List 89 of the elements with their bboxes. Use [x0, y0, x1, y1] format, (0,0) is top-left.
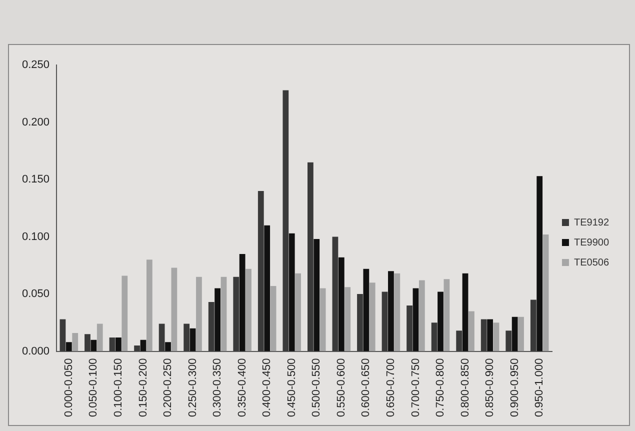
bar	[438, 292, 444, 352]
x-tick-label: 0.400-0.450	[261, 358, 274, 417]
bar	[66, 342, 72, 352]
bar	[60, 319, 66, 352]
x-tick-label: 0.250-0.300	[186, 358, 199, 417]
bar	[208, 302, 214, 352]
legend-label: TE9192	[574, 217, 610, 228]
bar	[184, 324, 190, 352]
bar	[462, 273, 468, 352]
bar	[214, 288, 220, 352]
bar	[171, 268, 178, 352]
bar	[140, 340, 146, 352]
bar	[456, 330, 462, 352]
bar	[487, 319, 493, 352]
bar	[196, 276, 202, 352]
bar	[122, 276, 128, 352]
bar	[264, 225, 270, 352]
legend-label: TE9900	[574, 237, 610, 248]
x-tick-label: 0.350-0.400	[236, 358, 248, 417]
bar	[288, 233, 295, 352]
bar	[444, 279, 450, 352]
x-tick-label: 0.750-0.800	[434, 358, 447, 417]
bar	[363, 268, 370, 352]
bar	[165, 342, 171, 352]
x-tick-label: 0.950-1.000	[534, 358, 546, 417]
bar	[282, 90, 289, 352]
bar	[332, 236, 338, 352]
y-tick-label: 0.100	[22, 230, 50, 243]
bar	[530, 300, 536, 352]
bar	[314, 239, 320, 352]
bar	[418, 280, 425, 352]
x-tick-label: 0.700-0.750	[410, 358, 422, 417]
bar	[72, 332, 78, 352]
bar	[388, 271, 394, 352]
x-tick-label: 0.150-0.200	[137, 358, 150, 417]
bar	[394, 273, 400, 352]
bar	[357, 294, 363, 352]
x-tick-label: 0.450-0.500	[286, 358, 298, 417]
bar	[246, 268, 252, 352]
bar	[109, 338, 116, 352]
bar	[536, 176, 543, 352]
bar	[190, 328, 196, 352]
x-tick-label: 0.300-0.350	[212, 358, 224, 417]
bar	[308, 162, 314, 352]
x-tick-label: 0.800-0.850	[459, 358, 472, 417]
bar	[158, 324, 165, 352]
bar	[233, 276, 240, 352]
bar	[344, 287, 351, 352]
x-tick-label: 0.200-0.250	[162, 358, 174, 417]
bar	[518, 316, 524, 352]
x-tick-label: 0.600-0.650	[360, 358, 372, 417]
bar	[295, 273, 301, 352]
bar	[338, 257, 344, 352]
bar	[412, 288, 419, 352]
bar	[84, 334, 90, 352]
y-tick-label: 0.050	[22, 288, 50, 300]
x-tick-label: 0.500-0.550	[310, 358, 323, 417]
bar	[90, 340, 97, 352]
bar	[239, 254, 246, 352]
x-tick-label: 0.100-0.150	[112, 358, 124, 417]
bar	[480, 319, 487, 352]
x-tick-label: 0.650-0.700	[384, 358, 397, 417]
bar	[406, 305, 412, 352]
bar	[220, 276, 227, 352]
bar	[493, 322, 500, 352]
x-tick-label: 0.850-0.900	[484, 358, 496, 417]
bar	[382, 292, 388, 352]
x-tick-label: 0.550-0.600	[335, 358, 348, 417]
bar	[431, 322, 438, 352]
bar	[506, 330, 512, 352]
y-tick-label: 0.150	[22, 174, 50, 186]
x-tick-label: 0.050-0.100	[88, 358, 100, 417]
bar	[512, 316, 518, 352]
bar	[369, 282, 376, 352]
y-tick-label: 0.250	[22, 59, 50, 72]
bar	[258, 190, 264, 352]
x-tick-label: 0.000-0.050	[62, 358, 75, 417]
y-tick-label: 0.200	[22, 116, 50, 128]
x-tick-label: 0.900-0.950	[508, 358, 521, 417]
bar	[270, 286, 276, 352]
bar	[96, 324, 103, 352]
bar	[320, 288, 326, 352]
bar	[146, 260, 152, 352]
bar	[134, 346, 140, 352]
y-tick-label: 0.000	[22, 345, 50, 358]
bar	[542, 234, 549, 352]
bar	[468, 311, 474, 352]
legend-label: TE0506	[574, 257, 610, 268]
bar	[116, 338, 122, 352]
